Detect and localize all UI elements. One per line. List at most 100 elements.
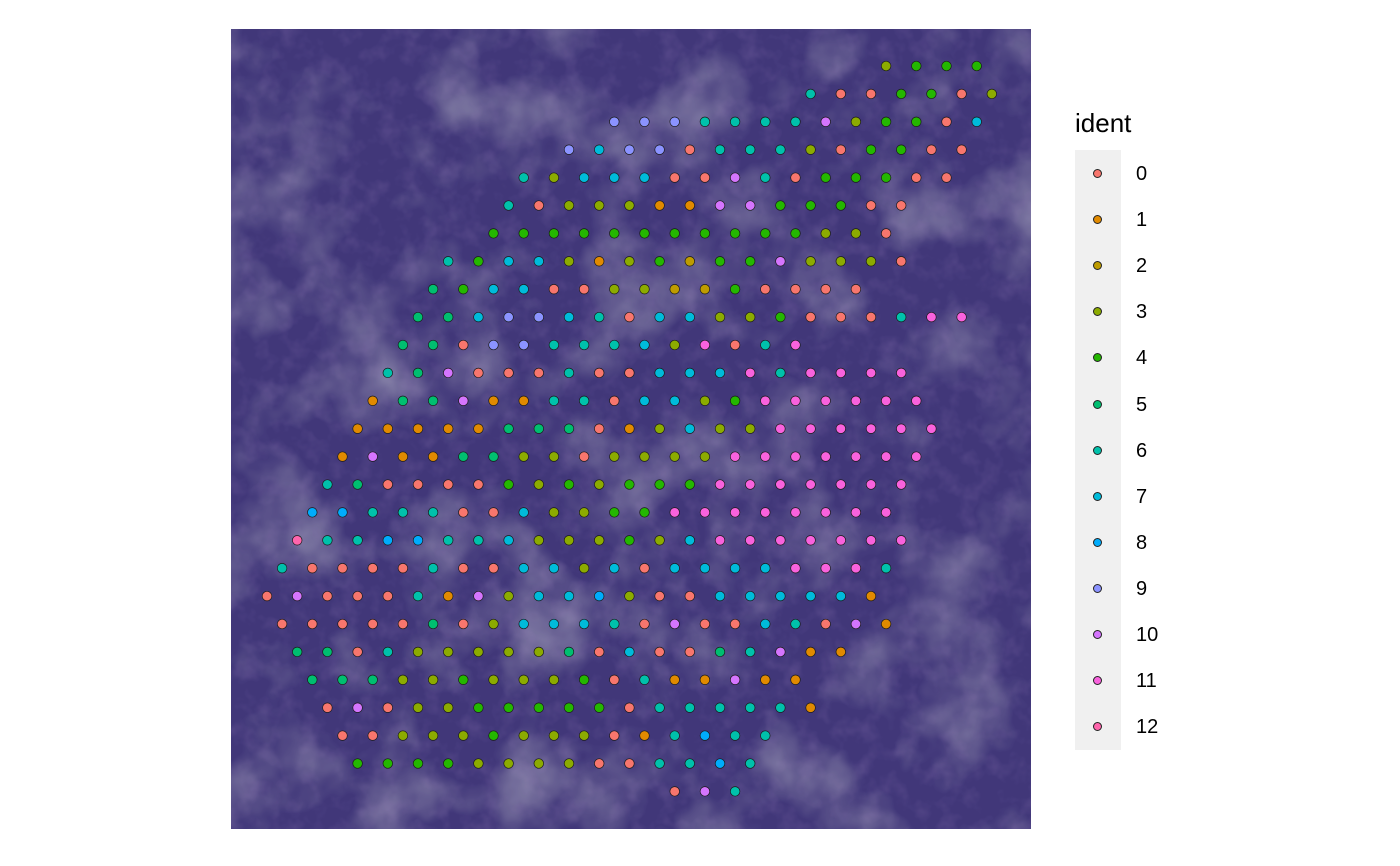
spot-point (624, 702, 635, 713)
spot-point (669, 674, 680, 685)
spot-point (865, 200, 877, 211)
spot-point (805, 423, 816, 434)
spot-point (880, 451, 892, 462)
spot-point (699, 228, 711, 239)
spot-point (699, 395, 711, 406)
spot-point (896, 256, 907, 267)
spot-point (911, 60, 922, 72)
spot-point (382, 702, 393, 713)
spot-point (714, 646, 726, 658)
spot-point (533, 590, 544, 602)
spot-point (880, 507, 892, 518)
spot-point (337, 563, 348, 574)
spot-point (322, 479, 333, 490)
spot-point (714, 423, 726, 434)
spot-point (367, 563, 378, 574)
spot-point (745, 590, 756, 602)
spot-point (805, 590, 816, 602)
legend-label: 1 (1136, 209, 1148, 232)
spot-point (548, 451, 560, 462)
spot-point (760, 674, 771, 685)
legend-item: 6 (1075, 428, 1275, 474)
spot-point (503, 367, 514, 379)
spot-point (382, 479, 393, 490)
spot-point (412, 646, 424, 658)
spot-point (639, 228, 650, 239)
spot-point (397, 339, 409, 351)
spot-point (971, 116, 982, 127)
spot-point (775, 311, 786, 323)
spot-point (609, 116, 620, 127)
spot-point (639, 116, 650, 127)
spot-point (669, 451, 680, 462)
spot-point (729, 395, 741, 406)
spot-point (684, 590, 695, 602)
spot-point (775, 535, 786, 546)
spot-point (669, 786, 680, 797)
spot-point (835, 590, 846, 602)
spot-point (669, 730, 680, 741)
spot-point (684, 311, 695, 323)
spot-point (594, 646, 605, 658)
spot-point (307, 674, 318, 685)
spot-point (699, 786, 711, 797)
spot-point (850, 451, 862, 462)
spot-point (729, 674, 741, 685)
spot-point (443, 256, 454, 267)
spot-point (397, 730, 409, 741)
spot-point (503, 646, 514, 658)
spot-point (790, 674, 801, 685)
legend-label: 8 (1136, 531, 1148, 554)
legend-key (1075, 289, 1121, 335)
spot-point (594, 590, 605, 602)
spot-point (790, 563, 801, 574)
spot-point (548, 674, 560, 685)
spot-point (654, 646, 665, 658)
legend-key (1075, 335, 1121, 381)
spot-point (865, 535, 877, 546)
spot-point (729, 451, 741, 462)
spot-point (503, 590, 514, 602)
spot-point (352, 535, 363, 546)
spot-point (835, 367, 846, 379)
spot-layer (261, 60, 997, 797)
spot-point (548, 172, 560, 183)
spot-point (760, 618, 771, 630)
spot-point (563, 702, 575, 713)
spot-point (458, 395, 469, 406)
spot-point (926, 88, 937, 100)
spot-point (714, 702, 726, 713)
spot-point (609, 339, 620, 351)
spot-point (427, 618, 439, 630)
spot-point (443, 535, 454, 546)
spot-point (322, 646, 333, 658)
spot-point (820, 563, 831, 574)
spot-point (684, 479, 695, 490)
spot-point (337, 618, 348, 630)
spot-point (790, 172, 801, 183)
spot-point (578, 339, 590, 351)
spot-point (624, 479, 635, 490)
spot-point (729, 730, 741, 741)
spot-point (563, 256, 575, 267)
spot-point (805, 646, 816, 658)
spot-point (578, 618, 590, 630)
spot-point (488, 674, 499, 685)
legend-swatch (1093, 445, 1102, 455)
legend-item: 2 (1075, 243, 1275, 289)
spot-point (292, 535, 303, 546)
spot-point (850, 618, 862, 630)
spot-point (276, 618, 288, 630)
spot-point (624, 311, 635, 323)
spot-point (654, 367, 665, 379)
spot-point (624, 535, 635, 546)
spot-point (654, 423, 665, 434)
spot-point (926, 423, 937, 434)
spot-point (563, 423, 575, 434)
spot-point (669, 228, 680, 239)
spot-point (382, 423, 393, 434)
legend-swatch (1093, 630, 1102, 639)
legend-key (1075, 566, 1121, 612)
legend-item: 12 (1075, 704, 1275, 750)
